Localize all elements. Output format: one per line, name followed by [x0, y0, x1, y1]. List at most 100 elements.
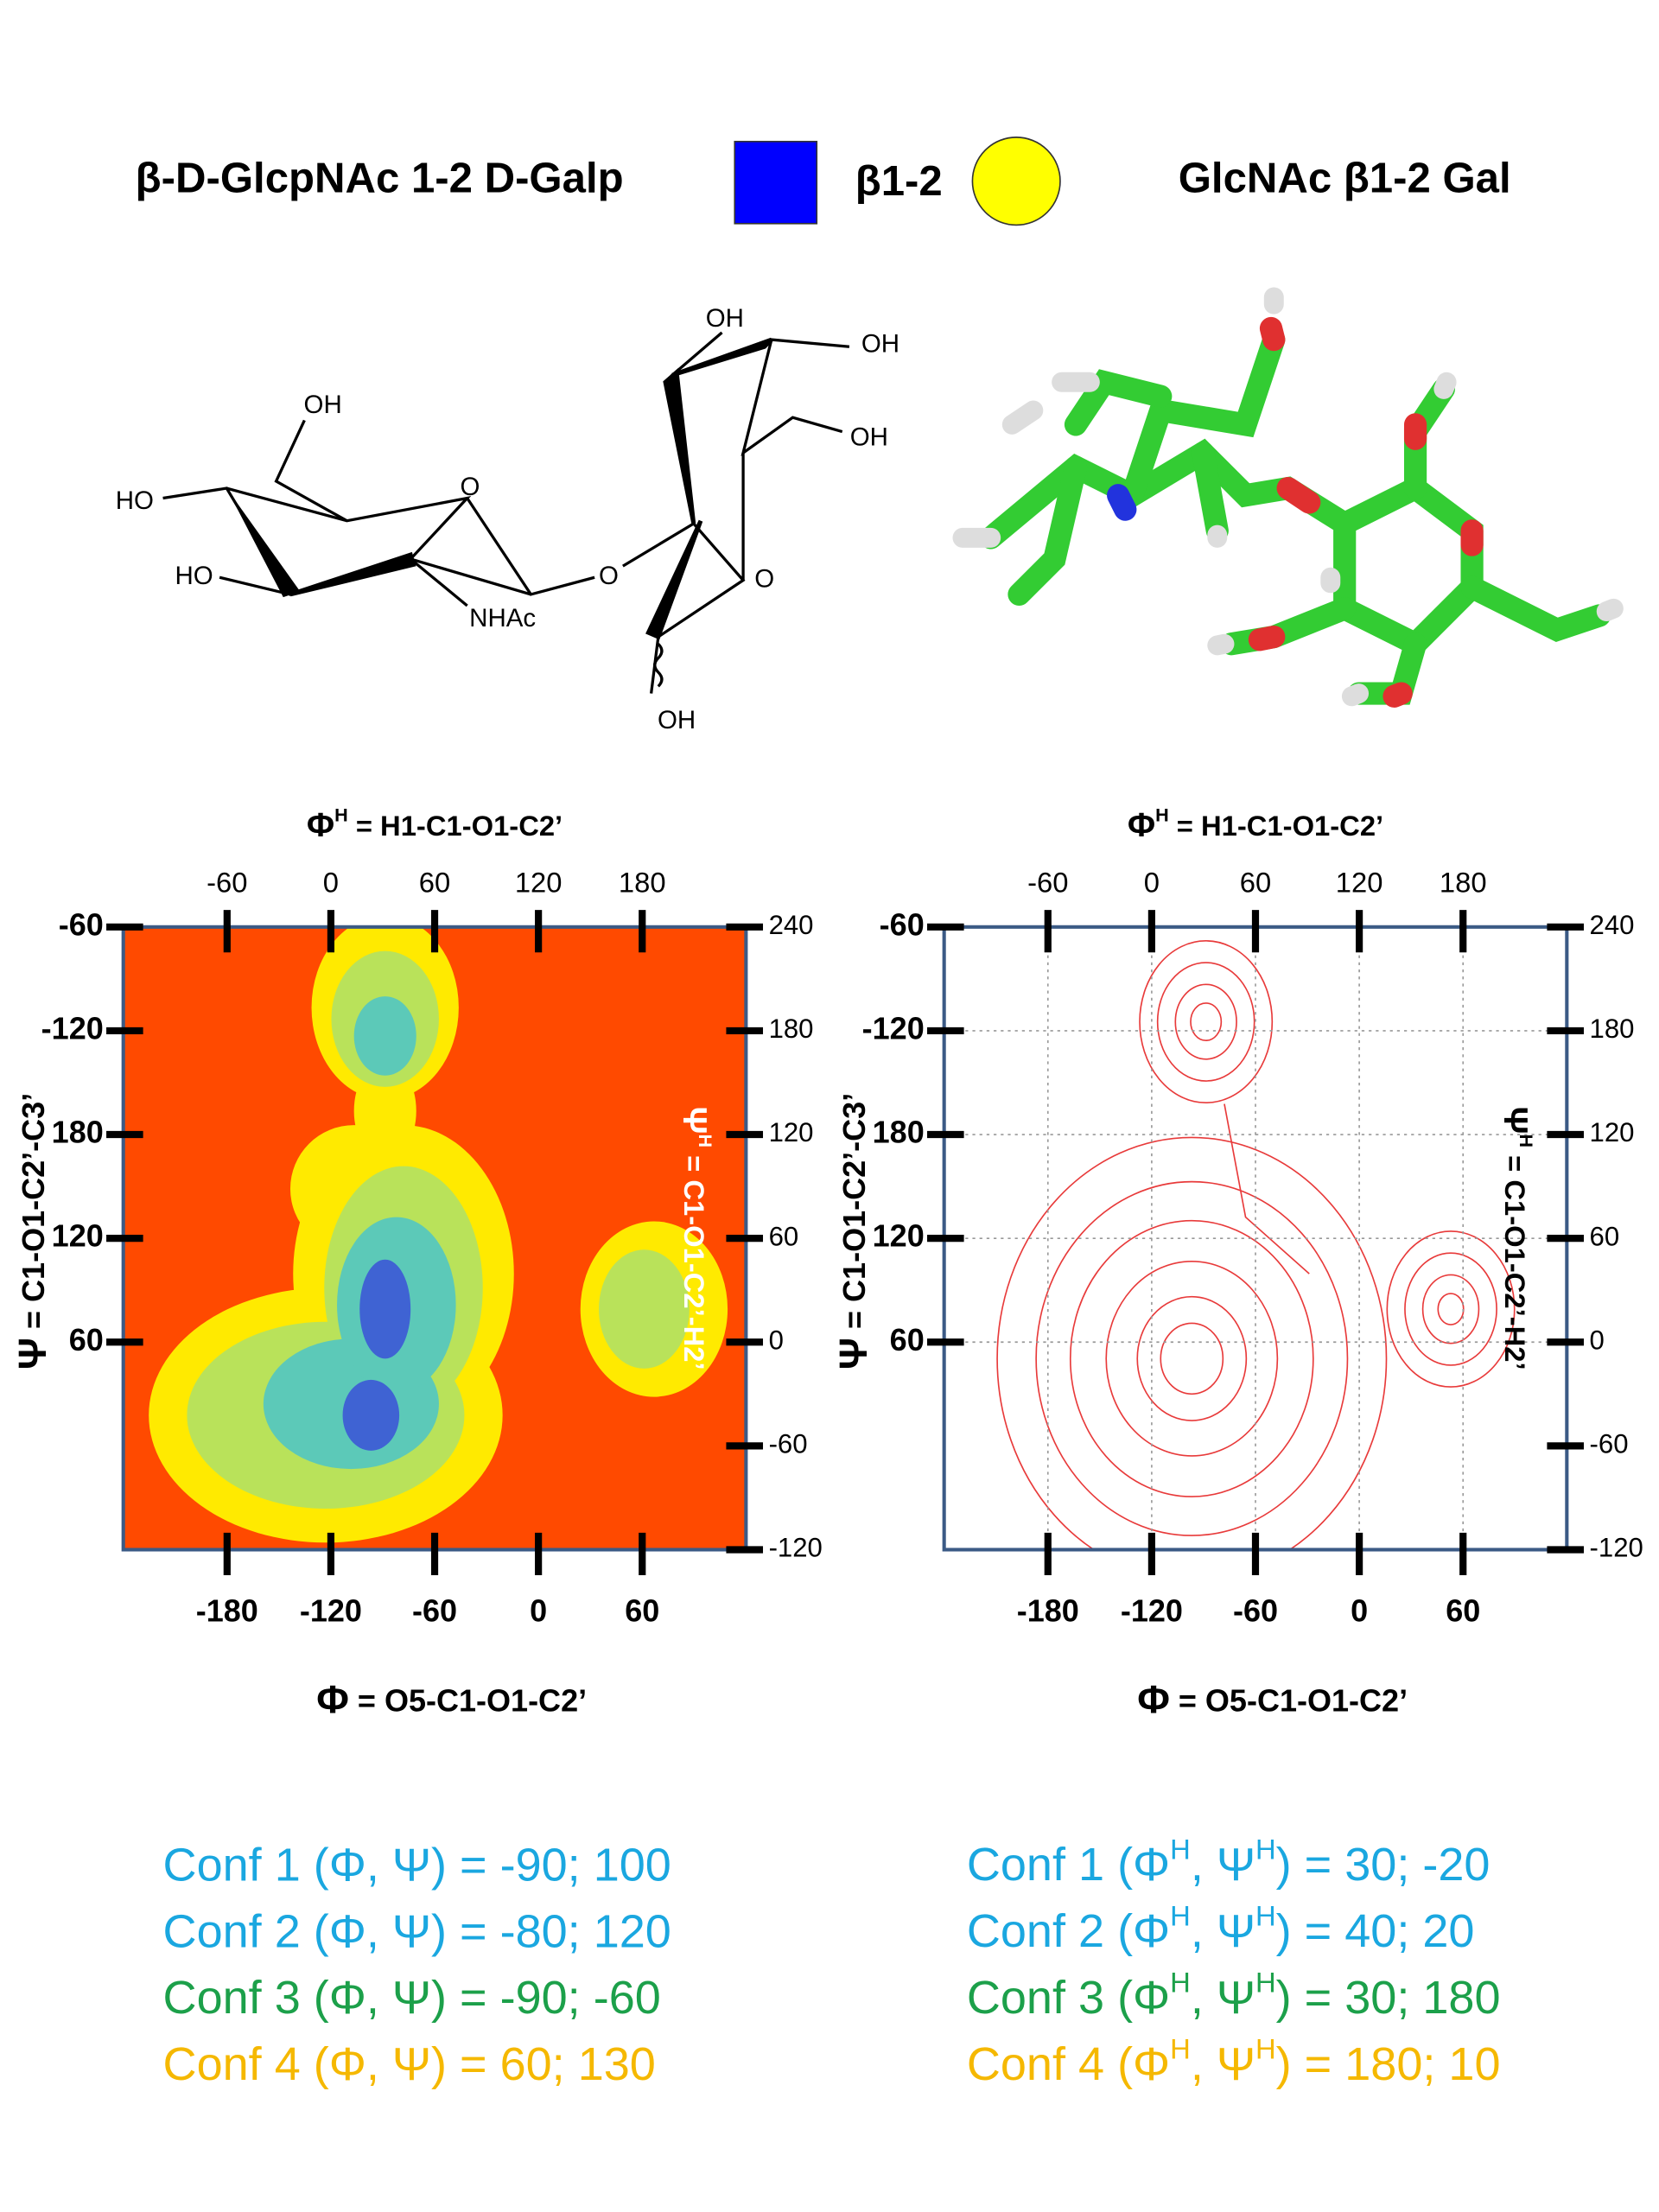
conf-text: ) = 180; 10: [1276, 2038, 1501, 2090]
axis-label: ΨH = C1-O1-C2’-H2’: [676, 1107, 716, 1370]
y2-tick-label: 120: [769, 1117, 814, 1147]
axis-sup: H: [695, 1134, 716, 1147]
sup: H: [1170, 2032, 1191, 2064]
conf-text: , Ψ: [1191, 1972, 1255, 2024]
atom-label: HO: [116, 486, 154, 515]
x-tick-label: 0: [1351, 1593, 1368, 1629]
axis-sup: H: [334, 804, 348, 825]
y-tick-label: 60: [69, 1322, 104, 1357]
axis-text: = C1-O1-C2’-C3’: [16, 1093, 51, 1338]
y-tick-label: -120: [41, 1010, 104, 1046]
contour-line: [1069, 1219, 1314, 1497]
sup: H: [1170, 1966, 1191, 1998]
x2-tick-label: 60: [1240, 866, 1271, 898]
atom-label: NHAc: [469, 604, 536, 632]
header-right: GlcNAc β1-2 Gal: [1179, 156, 1511, 202]
contour-line: [1160, 1322, 1224, 1395]
axis-label: Ψ = C1-O1-C2’-C3’: [10, 1093, 54, 1370]
y-tick-label: 180: [873, 1115, 925, 1150]
conformation: Conf 2 (Φ, Ψ) = -80; 120: [163, 1905, 671, 1957]
axis-symbol: Φ: [1137, 1676, 1170, 1721]
contour-line: [1190, 1002, 1223, 1041]
y2-tick-label: -120: [769, 1533, 823, 1563]
axis-label: Φ = O5-C1-O1-C2’: [1137, 1676, 1408, 1721]
conf-text: ) = 30; 180: [1276, 1972, 1501, 2024]
axis-label: Ψ = C1-O1-C2’-C3’: [830, 1093, 875, 1370]
sup: H: [1255, 1833, 1276, 1865]
y-tick-label: 180: [52, 1115, 104, 1150]
conf-text: Conf 2 (Φ: [967, 1905, 1170, 1957]
conf-text: ) = 30; -20: [1276, 1839, 1491, 1891]
contour-line: [1386, 1230, 1516, 1388]
heatmap-region: [342, 1379, 400, 1451]
x-tick-label: -180: [196, 1593, 258, 1629]
contour-line: [996, 1136, 1388, 1550]
y-tick-label: 120: [873, 1218, 925, 1254]
conf-text: , Ψ: [1191, 2038, 1255, 2090]
x2-tick-label: 120: [515, 866, 563, 898]
x2-tick-label: 120: [1336, 866, 1383, 898]
axis-symbol: Φ: [307, 807, 334, 845]
header-linkage: β1-2: [855, 158, 943, 205]
x-tick-label: 60: [1446, 1593, 1480, 1629]
structure-drawing: [162, 331, 850, 694]
atom-label: OH: [850, 423, 888, 452]
atom-label: OH: [658, 706, 696, 734]
y-tick-label: -60: [880, 906, 925, 942]
wedge: [645, 337, 773, 640]
conf-text: Conf 1 (Φ: [967, 1839, 1170, 1891]
contour-line: [1136, 1295, 1248, 1421]
axis-label: ΨH = C1-O1-C2’-H2’: [1497, 1107, 1537, 1370]
wedge: [226, 488, 301, 598]
axis-label: ΦH = H1-C1-O1-C2’: [1128, 804, 1383, 844]
axis-text: = C1-O1-C2’-H2’: [678, 1147, 710, 1370]
contour-line: [1421, 1274, 1480, 1344]
atom-label: O: [754, 564, 774, 593]
heatmap-region: [599, 1249, 690, 1369]
conf-text: Conf 4 (Φ: [967, 2038, 1170, 2090]
x2-tick-label: 180: [1440, 866, 1487, 898]
axis-text: = C1-O1-C2’-H2’: [1499, 1147, 1531, 1370]
axis-symbol: Ψ: [830, 1338, 875, 1370]
conformation: Conf 4 (ΦH, ΨH) = 180; 10: [967, 2032, 1501, 2090]
heatmap-region: [353, 1061, 416, 1161]
conf-text: , Ψ: [1191, 1905, 1255, 1957]
contour-line: [1404, 1252, 1497, 1366]
atom-label: O: [461, 473, 480, 501]
axis-sup: H: [1155, 804, 1169, 825]
x-tick-label: 0: [530, 1593, 547, 1629]
conformation: Conf 4 (Φ, Ψ) = 60; 130: [163, 2038, 656, 2090]
sup: H: [1170, 1899, 1191, 1931]
x-tick-label: -120: [1121, 1593, 1183, 1629]
contour-line: [1105, 1260, 1279, 1457]
conformation: Conf 3 (Φ, Ψ) = -90; -60: [163, 1972, 661, 2024]
axis-text: = O5-C1-O1-C2’: [349, 1682, 587, 1718]
axis-label: Φ = O5-C1-O1-C2’: [316, 1676, 587, 1721]
contour-line: [1224, 1103, 1310, 1274]
gal-circle: [971, 137, 1061, 226]
contour-line: [1174, 983, 1237, 1060]
conformation: Conf 2 (ΦH, ΨH) = 40; 20: [967, 1899, 1475, 1957]
conf-text: Conf 3 (Φ: [967, 1972, 1170, 2024]
heatmap-region: [359, 1259, 411, 1359]
y2-tick-label: 240: [1590, 910, 1635, 940]
y2-tick-label: 0: [769, 1325, 784, 1355]
axis-text: = H1-C1-O1-C2’: [348, 810, 563, 842]
axis-text: = O5-C1-O1-C2’: [1170, 1682, 1408, 1718]
x2-tick-label: 0: [1144, 866, 1160, 898]
y-tick-label: 60: [890, 1322, 925, 1357]
y2-tick-label: -60: [1590, 1429, 1629, 1459]
heatmap-region: [353, 996, 416, 1076]
x2-tick-label: 180: [619, 866, 666, 898]
atom-label: OH: [304, 391, 342, 419]
molecule-3d: [952, 287, 1624, 708]
conf-text: , Ψ: [1191, 1839, 1255, 1891]
sup: H: [1255, 2032, 1276, 2064]
axis-symbol: Ψ: [1497, 1107, 1535, 1135]
y2-tick-label: 180: [1590, 1014, 1635, 1044]
wedge: [289, 551, 416, 597]
x2-tick-label: -60: [1027, 866, 1068, 898]
x2-tick-label: -60: [207, 866, 247, 898]
x-tick-label: 60: [625, 1593, 659, 1629]
